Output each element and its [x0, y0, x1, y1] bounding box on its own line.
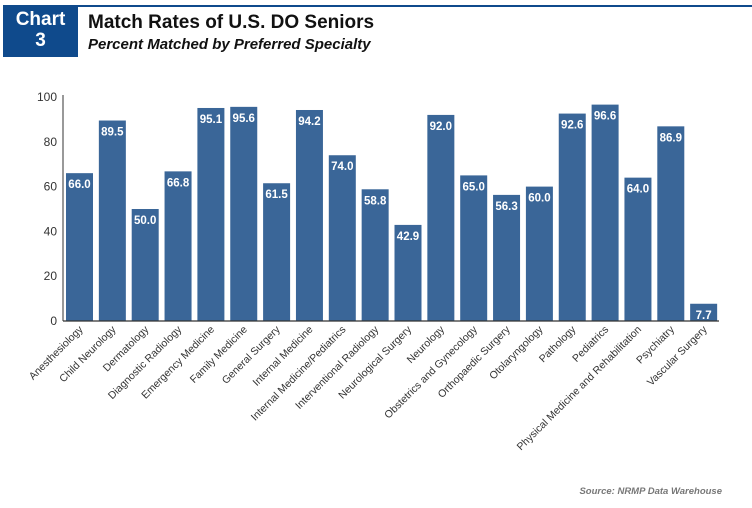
y-tick-label: 20	[44, 269, 58, 283]
y-tick-label: 0	[50, 314, 57, 328]
bar-value-label: 86.9	[660, 132, 682, 144]
bar	[460, 175, 488, 321]
bar-value-label: 64.0	[627, 184, 649, 196]
bar-value-label: 66.0	[68, 179, 90, 191]
bar	[624, 177, 652, 321]
bar	[98, 120, 126, 322]
x-category-label: Child Neurology	[57, 323, 119, 385]
bar-value-label: 58.8	[364, 195, 387, 207]
bar-value-label: 95.1	[200, 114, 223, 126]
y-tick-label: 40	[44, 224, 58, 238]
x-category-label: Internal Medicine	[251, 324, 316, 389]
bar-value-label: 61.5	[265, 189, 288, 201]
bar-value-label: 92.6	[561, 120, 583, 132]
bar-value-label: 65.0	[463, 181, 485, 193]
bar	[591, 104, 619, 321]
bar-value-label: 50.0	[134, 215, 156, 227]
bar	[493, 194, 521, 321]
bar	[66, 173, 93, 321]
bar	[230, 106, 258, 321]
bar	[295, 109, 323, 321]
bar-value-label: 96.6	[594, 111, 616, 123]
x-category-label: Anesthesiology	[27, 323, 86, 382]
bar	[657, 126, 685, 322]
bar-value-label: 7.7	[696, 310, 712, 322]
bar	[131, 209, 159, 321]
x-category-label: General Surgery	[220, 323, 283, 386]
x-category-label: Vascular Surgery	[645, 323, 710, 388]
bar-value-label: 66.8	[167, 177, 190, 189]
chart-title: Match Rates of U.S. DO Seniors	[88, 12, 375, 33]
bar	[690, 303, 718, 321]
y-tick-label: 100	[37, 90, 57, 104]
chart-number-badge: Chart 3	[3, 5, 78, 57]
header-rule	[78, 5, 752, 7]
bar-value-label: 42.9	[397, 231, 419, 243]
chart-subtitle: Percent Matched by Preferred Specialty	[88, 36, 371, 53]
bar	[558, 113, 586, 322]
bar	[427, 114, 455, 321]
y-tick-label: 80	[44, 135, 58, 149]
badge-label: Chart	[15, 9, 66, 30]
bar	[525, 186, 553, 321]
bar	[361, 189, 389, 321]
bar-value-label: 92.0	[430, 121, 452, 133]
bar	[197, 107, 225, 321]
bar	[394, 224, 422, 321]
bar	[328, 155, 356, 321]
source-note: Source: NRMP Data Warehouse	[579, 486, 722, 497]
y-tick-label: 60	[44, 180, 58, 194]
x-category-label: Family Medicine	[188, 324, 250, 386]
bar-value-label: 95.6	[233, 113, 255, 125]
badge-number: 3	[35, 30, 46, 51]
bar-value-label: 56.3	[495, 201, 517, 213]
bar-value-label: 60.0	[528, 193, 550, 205]
bar-value-label: 74.0	[331, 161, 353, 173]
bar	[164, 171, 192, 321]
bar	[263, 183, 291, 321]
bar-value-label: 89.5	[101, 127, 124, 139]
bar-value-label: 94.2	[298, 116, 320, 128]
